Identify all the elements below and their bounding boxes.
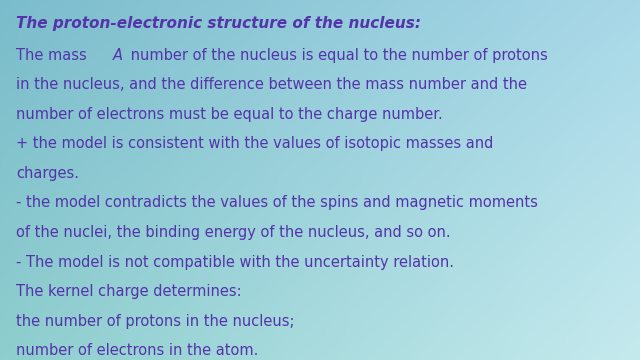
Text: number of the nucleus is equal to the number of protons: number of the nucleus is equal to the nu…	[126, 48, 548, 63]
Text: in the nucleus, and the difference between the mass number and the: in the nucleus, and the difference betwe…	[16, 77, 527, 93]
Text: - the model contradicts the values of the spins and magnetic moments: - the model contradicts the values of th…	[16, 195, 538, 211]
Text: of the nuclei, the binding energy of the nucleus, and so on.: of the nuclei, the binding energy of the…	[16, 225, 451, 240]
Text: The mass: The mass	[16, 48, 92, 63]
Text: charges.: charges.	[16, 166, 79, 181]
Text: The kernel charge determines:: The kernel charge determines:	[16, 284, 242, 299]
Text: A: A	[113, 48, 124, 63]
Text: number of electrons must be equal to the charge number.: number of electrons must be equal to the…	[16, 107, 443, 122]
Text: the number of protons in the nucleus;: the number of protons in the nucleus;	[16, 314, 294, 329]
Text: The proton-electronic structure of the nucleus:: The proton-electronic structure of the n…	[16, 16, 421, 31]
Text: number of electrons in the atom.: number of electrons in the atom.	[16, 343, 259, 358]
Text: - The model is not compatible with the uncertainty relation.: - The model is not compatible with the u…	[16, 255, 454, 270]
Text: + the model is consistent with the values of isotopic masses and: + the model is consistent with the value…	[16, 136, 493, 152]
